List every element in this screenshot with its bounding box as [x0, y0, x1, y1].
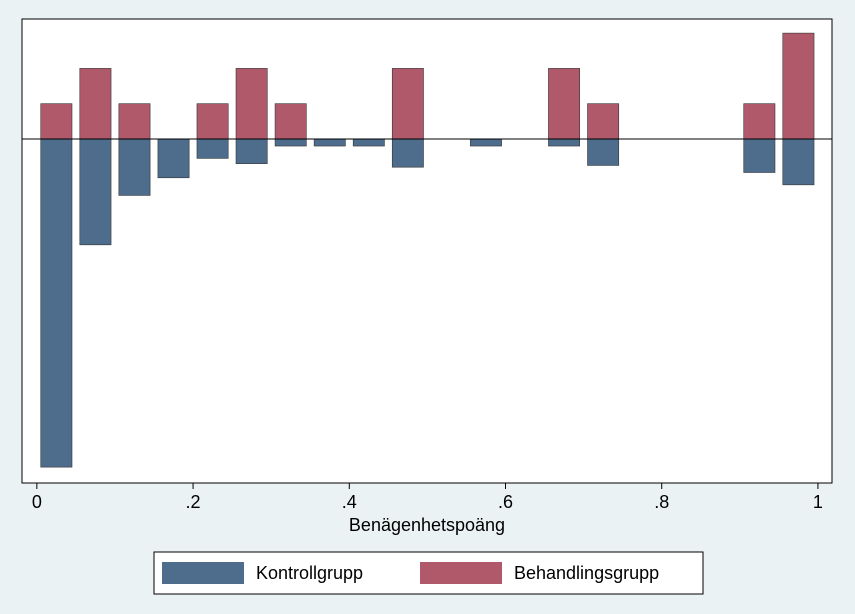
bar [235, 138, 268, 164]
bar [782, 32, 815, 140]
bar [587, 103, 620, 140]
bar [118, 138, 151, 196]
bar [118, 103, 151, 140]
x-tick-label: 1 [813, 492, 823, 512]
legend-swatch [162, 562, 244, 584]
bar [79, 68, 112, 140]
bar [274, 103, 307, 140]
legend-swatch [420, 562, 502, 584]
bar [274, 138, 307, 147]
legend-label: Kontrollgrupp [256, 563, 363, 583]
bar [79, 138, 112, 246]
bar [391, 138, 424, 168]
bar [157, 138, 190, 179]
bar [548, 138, 581, 147]
bar [391, 68, 424, 140]
bar [782, 138, 815, 186]
x-tick-label: .8 [654, 492, 669, 512]
bar [548, 68, 581, 140]
bar [352, 138, 385, 147]
bar [743, 103, 776, 140]
bar [587, 138, 620, 166]
x-tick-label: .4 [342, 492, 357, 512]
x-tick-label: 0 [32, 492, 42, 512]
x-tick-label: .6 [498, 492, 513, 512]
bar [40, 138, 73, 468]
plot-area [21, 18, 833, 484]
x-axis-title: Benägenhetspoäng [349, 515, 505, 535]
bar [40, 103, 73, 140]
bar [313, 138, 346, 147]
x-tick-label: .2 [186, 492, 201, 512]
bar [235, 68, 268, 140]
legend-label: Behandlingsgrupp [514, 563, 659, 583]
bar [196, 138, 229, 159]
bar [196, 103, 229, 140]
bar [470, 138, 502, 147]
bar [743, 138, 776, 173]
